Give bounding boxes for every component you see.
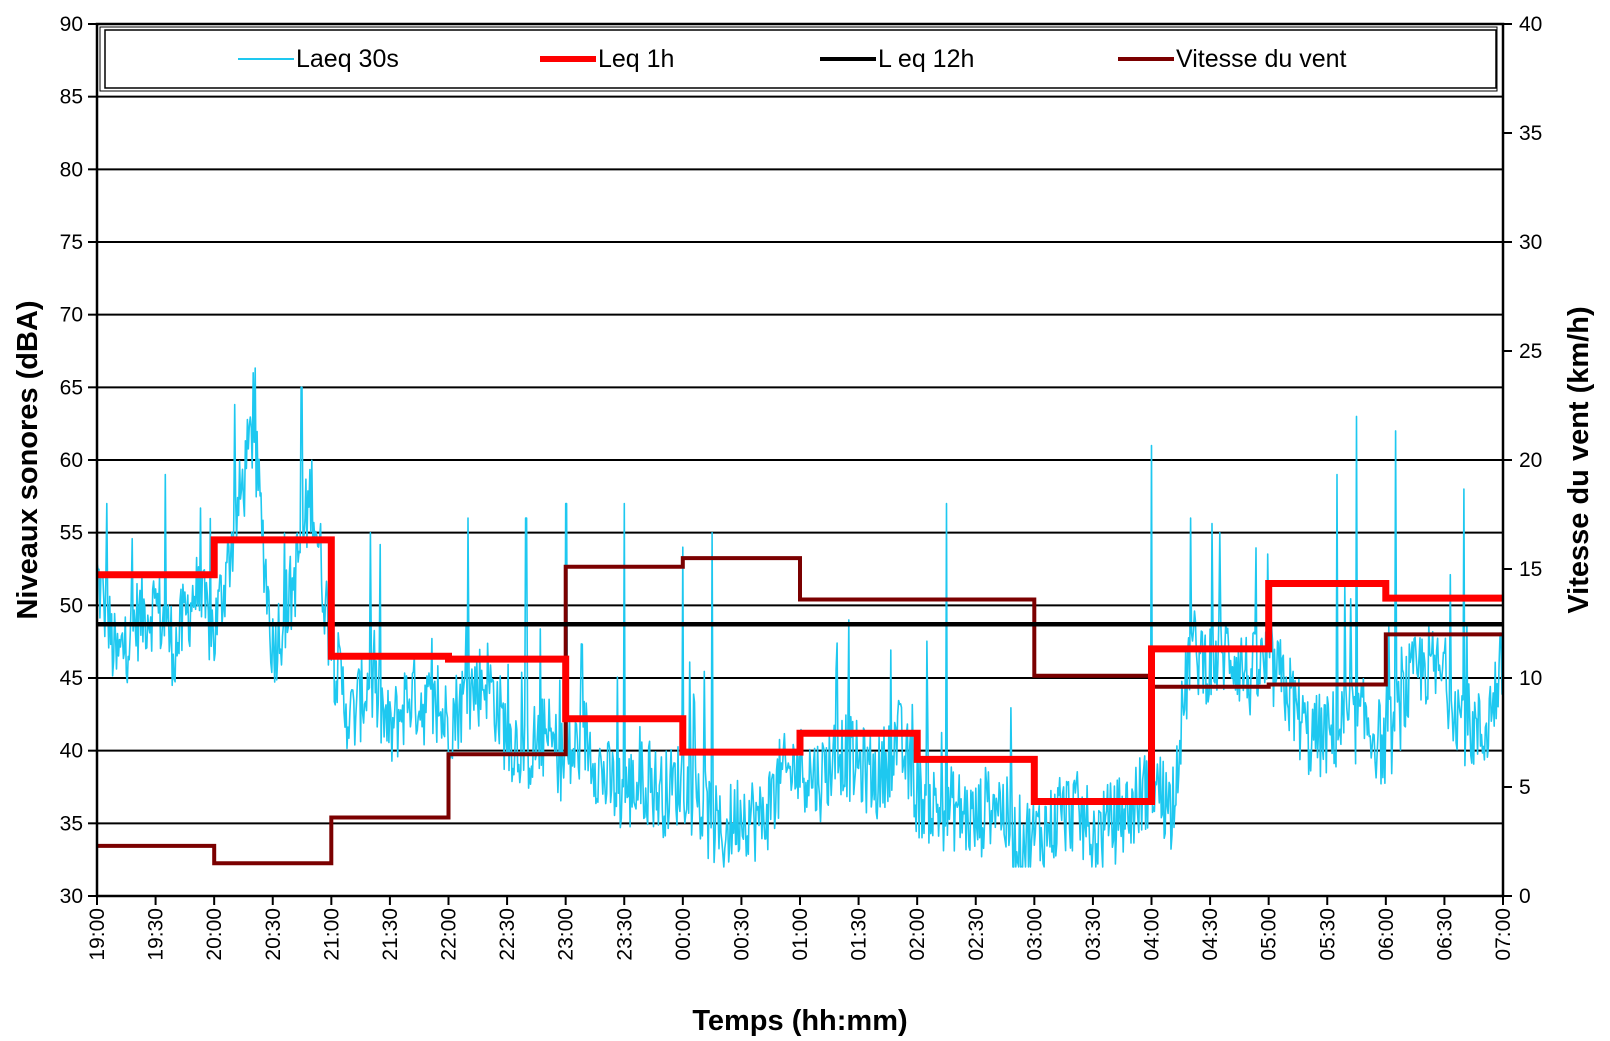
x-tick-label: 23:00: [555, 908, 578, 961]
legend-label: Vitesse du vent: [1176, 45, 1347, 73]
x-tick-label: 07:00: [1492, 908, 1515, 961]
x-tick-label: 01:00: [789, 908, 812, 961]
left-tick-label: 40: [60, 740, 83, 763]
grid-lines: [97, 95, 1503, 825]
left-tick-label: 35: [60, 812, 83, 835]
x-tick-label: 05:00: [1258, 908, 1281, 961]
x-tick-label: 00:30: [730, 908, 753, 961]
right-tick-label: 30: [1519, 231, 1542, 254]
right-tick-label: 0: [1519, 885, 1531, 908]
left-tick-label: 65: [60, 376, 83, 399]
x-tick-label: 01:30: [848, 908, 871, 961]
x-tick-label: 05:30: [1316, 908, 1339, 961]
x-tick-label: 03:30: [1082, 908, 1105, 961]
series-laeq-30s-line: [96, 367, 1504, 868]
x-tick-label: 19:30: [145, 908, 168, 961]
x-tick-label: 20:30: [262, 908, 285, 961]
x-tick-label: 23:30: [613, 908, 636, 961]
right-tick-label: 15: [1519, 558, 1542, 581]
right-tick-label: 40: [1519, 13, 1542, 36]
x-tick-label: 22:00: [438, 908, 461, 961]
left-tick-label: 90: [60, 13, 83, 36]
x-tick-label: 19:00: [86, 908, 109, 961]
x-tick-label: 06:30: [1433, 908, 1456, 961]
legend-label: Leq 1h: [598, 45, 674, 73]
left-tick-label: 70: [60, 304, 83, 327]
x-tick-label: 06:00: [1375, 908, 1398, 961]
left-tick-label: 75: [60, 231, 83, 254]
legend-label: Laeq 30s: [296, 45, 399, 73]
left-tick-label: 80: [60, 158, 83, 181]
right-tick-label: 10: [1519, 667, 1542, 690]
right-tick-label: 35: [1519, 122, 1542, 145]
series-wind-speed-line: [97, 556, 1503, 866]
left-tick-label: 85: [60, 86, 83, 109]
left-tick-label: 50: [60, 594, 83, 617]
legend: Laeq 30s Leq 1h L eq 12h Vitesse du vent: [99, 26, 1498, 92]
series-leq-1h-line: [97, 536, 1503, 805]
series-layer: [96, 367, 1504, 868]
right-axis: 0 5 10 15 20 25 30 35 40: [1503, 13, 1542, 908]
x-tick-label: 00:00: [672, 908, 695, 961]
left-tick-label: 60: [60, 449, 83, 472]
left-tick-label: 45: [60, 667, 83, 690]
right-tick-label: 20: [1519, 449, 1542, 472]
legend-outer-box: [99, 26, 1498, 92]
x-tick-label: 21:30: [379, 908, 402, 961]
x-tick-label: 22:30: [496, 908, 519, 961]
left-tick-label: 30: [60, 885, 83, 908]
x-tick-label: 21:00: [320, 908, 343, 961]
legend-box: [104, 29, 1497, 89]
x-tick-label: 04:00: [1141, 908, 1164, 961]
left-axis: 30 35 40 45 50 55 60 65 70 75 80 85 90: [60, 13, 97, 908]
x-tick-label: 20:00: [203, 908, 226, 961]
legend-label: L eq 12h: [878, 45, 974, 73]
left-axis-title: Niveaux sonores (dBA): [12, 300, 44, 619]
right-axis-title: Vitesse du vent (km/h): [1563, 306, 1595, 613]
x-tick-label: 04:30: [1199, 908, 1222, 961]
left-tick-label: 55: [60, 522, 83, 545]
right-tick-label: 25: [1519, 340, 1542, 363]
x-axis: 19:00 19:30 20:00 20:30 21:00 21:30 22:00 22:30…: [86, 896, 1515, 961]
x-tick-label: 02:00: [906, 908, 929, 961]
x-tick-label: 03:00: [1023, 908, 1046, 961]
x-tick-label: 02:30: [965, 908, 988, 961]
x-axis-title: Temps (hh:mm): [692, 1005, 907, 1037]
right-tick-label: 5: [1519, 776, 1531, 799]
